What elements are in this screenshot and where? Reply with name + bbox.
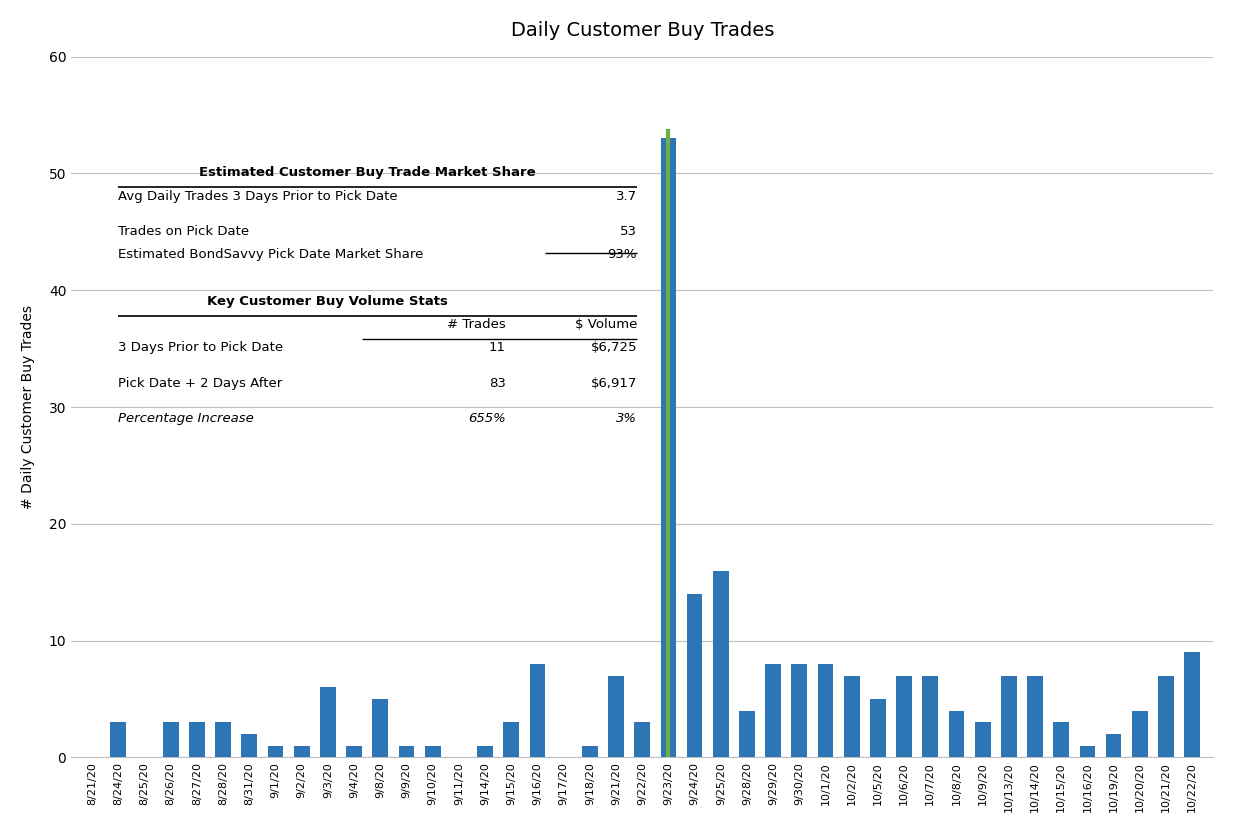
Bar	[1159, 676, 1174, 757]
Bar	[791, 664, 807, 757]
Bar	[320, 687, 336, 757]
Text: $6,917: $6,917	[591, 377, 637, 390]
Text: $ Volume: $ Volume	[575, 318, 637, 332]
Text: 3.7: 3.7	[616, 190, 637, 202]
Bar	[268, 746, 284, 757]
Bar	[1132, 711, 1148, 757]
Text: Percentage Increase: Percentage Increase	[118, 412, 254, 425]
Bar	[634, 722, 650, 757]
Text: Estimated BondSavvy Pick Date Market Share: Estimated BondSavvy Pick Date Market Sha…	[118, 248, 423, 261]
Bar	[765, 664, 781, 757]
Bar	[582, 746, 597, 757]
Text: 655%: 655%	[468, 412, 506, 425]
Bar	[163, 722, 179, 757]
Bar	[896, 676, 912, 757]
Bar	[739, 711, 755, 757]
Text: # Trades: # Trades	[447, 318, 506, 332]
Bar	[713, 571, 728, 757]
Bar	[1001, 676, 1017, 757]
Text: 3 Days Prior to Pick Date: 3 Days Prior to Pick Date	[118, 342, 284, 355]
Bar	[818, 664, 833, 757]
Bar	[608, 676, 624, 757]
Bar	[424, 746, 441, 757]
Text: 53: 53	[619, 225, 637, 237]
Bar	[373, 699, 389, 757]
Text: Pick Date + 2 Days After: Pick Date + 2 Days After	[118, 377, 283, 390]
Bar	[975, 722, 991, 757]
Text: Avg Daily Trades 3 Days Prior to Pick Date: Avg Daily Trades 3 Days Prior to Pick Da…	[118, 190, 399, 202]
Text: Trades on Pick Date: Trades on Pick Date	[118, 225, 249, 237]
Bar	[111, 722, 126, 757]
Bar	[1106, 734, 1122, 757]
Bar	[242, 734, 257, 757]
Bar	[478, 746, 492, 757]
Text: 83: 83	[489, 377, 506, 390]
Bar	[1185, 652, 1201, 757]
Bar	[660, 138, 676, 757]
Text: Estimated Customer Buy Trade Market Share: Estimated Customer Buy Trade Market Shar…	[199, 167, 536, 179]
Bar	[870, 699, 886, 757]
Bar	[923, 676, 938, 757]
Bar	[215, 722, 231, 757]
Bar	[686, 594, 702, 757]
Text: 93%: 93%	[607, 248, 637, 261]
Bar	[949, 711, 964, 757]
Text: 3%: 3%	[616, 412, 637, 425]
Bar	[1027, 676, 1043, 757]
Bar	[347, 746, 362, 757]
Bar	[1080, 746, 1096, 757]
Bar	[1054, 722, 1069, 757]
Text: $6,725: $6,725	[590, 342, 637, 355]
Text: 11: 11	[489, 342, 506, 355]
Bar	[503, 722, 520, 757]
Text: Key Customer Buy Volume Stats: Key Customer Buy Volume Stats	[207, 295, 448, 307]
Bar	[529, 664, 545, 757]
Bar	[399, 746, 415, 757]
Title: Daily Customer Buy Trades: Daily Customer Buy Trades	[511, 21, 774, 40]
Bar	[294, 746, 310, 757]
Bar	[844, 676, 860, 757]
Bar	[189, 722, 205, 757]
Y-axis label: # Daily Customer Buy Trades: # Daily Customer Buy Trades	[21, 305, 35, 509]
